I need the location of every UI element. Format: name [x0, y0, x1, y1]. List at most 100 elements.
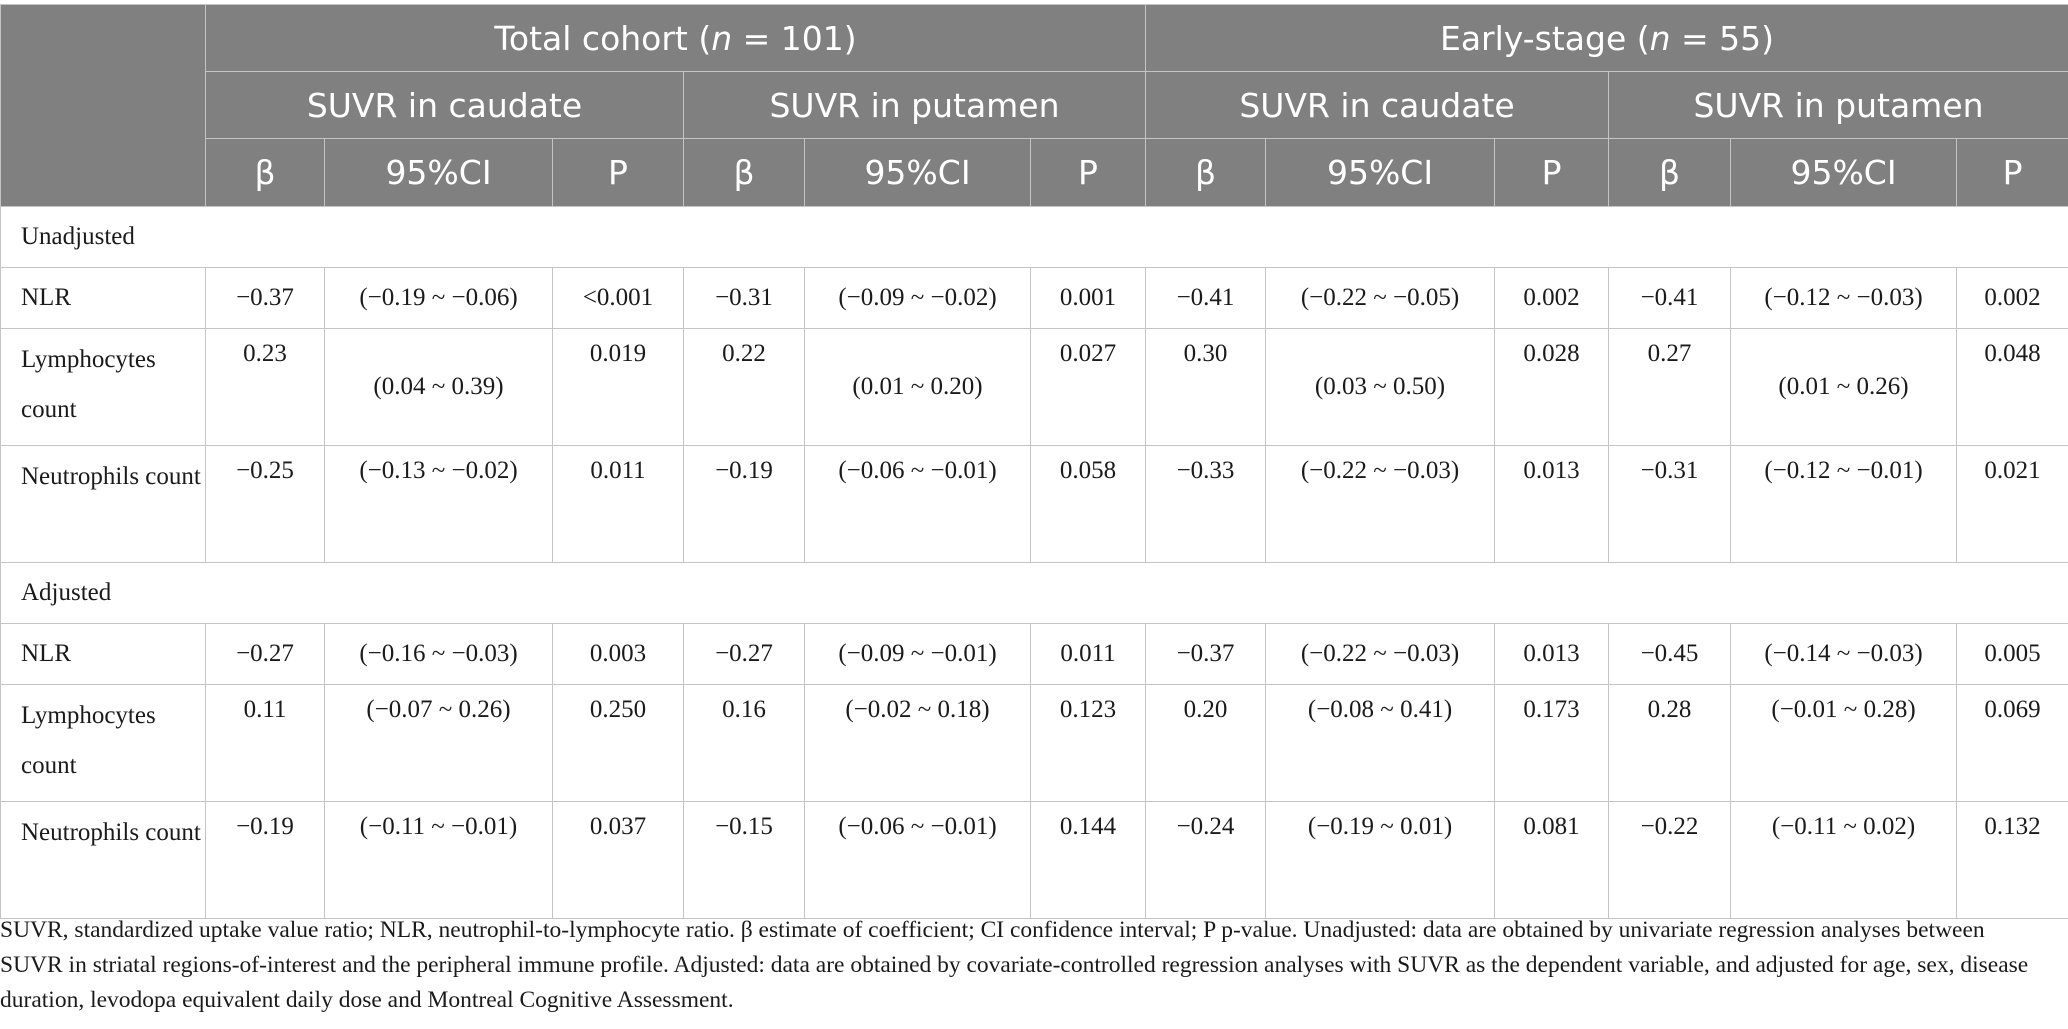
cell-p: 0.144: [1029, 801, 1147, 919]
cell-beta: −0.24: [1145, 801, 1267, 919]
cell-p: 0.132: [1956, 801, 2068, 919]
cell-beta: −0.27: [683, 623, 805, 685]
table-row: Neutrophils count −0.25 (−0.13 ~ −0.02) 0.0…: [0, 445, 2068, 563]
cell-p: 0.002: [1956, 267, 2068, 329]
stat-header-p: P: [1494, 138, 1610, 207]
cell-p: 0.027: [1029, 328, 1147, 446]
cell-ci: (−0.11 ~ −0.01): [324, 801, 553, 919]
stat-header-p: P: [1029, 138, 1147, 207]
cell-ci: (−0.16 ~ −0.03): [324, 623, 553, 685]
cell-ci: (0.04 ~ 0.39): [324, 328, 553, 446]
cell-beta: −0.41: [1145, 267, 1267, 329]
region-header: SUVR in caudate: [1145, 71, 1610, 139]
cell-p: 0.250: [552, 684, 684, 802]
cell-p: 0.005: [1956, 623, 2068, 685]
cell-ci: (−0.06 ~ −0.01): [804, 801, 1031, 919]
cell-beta: 0.16: [683, 684, 805, 802]
cell-p: 0.081: [1494, 801, 1610, 919]
cell-p: 0.021: [1956, 445, 2068, 563]
region-header: SUVR in caudate: [205, 71, 684, 139]
table-body: Unadjusted NLR −0.37 (−0.19 ~ −0.06) <0.001−…: [0, 206, 2068, 919]
cell-ci: (−0.08 ~ 0.41): [1265, 684, 1496, 802]
cell-beta: −0.37: [1145, 623, 1267, 685]
cell-p: 0.011: [1029, 623, 1147, 685]
section-row: Unadjusted: [0, 206, 2068, 268]
cell-beta: 0.22: [683, 328, 805, 446]
cell-beta: −0.33: [1145, 445, 1267, 563]
cell-ci: (−0.11 ~ 0.02): [1730, 801, 1958, 919]
cell-beta: −0.41: [1608, 267, 1732, 329]
table-row: NLR −0.27 (−0.16 ~ −0.03) 0.003 −0.27 (−0.09 …: [0, 623, 2068, 685]
cell-ci: (−0.09 ~ −0.02): [804, 267, 1031, 329]
table-footnote: SUVR, standardized uptake value ratio; N…: [0, 917, 2029, 1013]
cell-p: 0.019: [552, 328, 684, 446]
cell-beta: −0.25: [205, 445, 325, 563]
row-label: Neutrophils count: [0, 445, 206, 563]
row-label: NLR: [0, 267, 206, 329]
cell-ci: (0.03 ~ 0.50): [1265, 328, 1496, 446]
cell-beta: −0.31: [683, 267, 805, 329]
cell-beta: −0.31: [1608, 445, 1732, 563]
cell-ci: (−0.19 ~ −0.06): [324, 267, 553, 329]
cell-p: 0.058: [1029, 445, 1147, 563]
section-title: Adjusted: [0, 562, 2068, 624]
cell-ci: (−0.12 ~ −0.01): [1730, 445, 1958, 563]
cell-ci: (−0.13 ~ −0.02): [324, 445, 553, 563]
stat-header-p: P: [552, 138, 684, 207]
cell-ci: (−0.07 ~ 0.26): [324, 684, 553, 802]
table-row: Lymphocytes count 0.23 (0.04 ~ 0.39) 0.019 0…: [0, 328, 2068, 446]
region-header: SUVR in putamen: [1608, 71, 2068, 139]
cell-p: 0.011: [552, 445, 684, 563]
table-header: Total cohort (n = 101) Early-stage (n = …: [0, 4, 2068, 207]
cell-p: 0.037: [552, 801, 684, 919]
cell-ci: (−0.14 ~ −0.03): [1730, 623, 1958, 685]
cell-ci: (0.01 ~ 0.20): [804, 328, 1031, 446]
cell-beta: 0.28: [1608, 684, 1732, 802]
cell-p: 0.013: [1494, 445, 1610, 563]
table-row: Neutrophils count −0.19 (−0.11 ~ −0.01) 0.0…: [0, 801, 2068, 919]
cell-p: <0.001: [552, 267, 684, 329]
stat-header-beta: β: [1145, 138, 1267, 207]
table-row: Lymphocytes count 0.11 (−0.07 ~ 0.26) 0.250…: [0, 684, 2068, 802]
cell-p: 0.048: [1956, 328, 2068, 446]
cell-p: 0.028: [1494, 328, 1610, 446]
cell-beta: −0.27: [205, 623, 325, 685]
cell-p: 0.173: [1494, 684, 1610, 802]
group-header-early-stage: Early-stage (n = 55): [1145, 4, 2068, 72]
stat-header-ci: 95%CI: [1730, 138, 1958, 207]
cell-ci: (−0.22 ~ −0.03): [1265, 445, 1496, 563]
group-header-total-cohort: Total cohort (n = 101): [204, 4, 1147, 72]
stat-header-p: P: [1956, 138, 2068, 207]
stat-header-beta: β: [205, 138, 325, 207]
cell-ci: (−0.12 ~ −0.03): [1730, 267, 1958, 329]
cell-ci: (−0.02 ~ 0.18): [804, 684, 1031, 802]
cell-beta: −0.45: [1608, 623, 1732, 685]
row-label: Neutrophils count: [0, 801, 206, 919]
cell-p: 0.001: [1029, 267, 1147, 329]
cell-ci: (−0.01 ~ 0.28): [1730, 684, 1958, 802]
cell-p: 0.002: [1494, 267, 1610, 329]
cell-p: 0.069: [1956, 684, 2068, 802]
cell-beta: −0.37: [205, 267, 325, 329]
section-row: Adjusted: [0, 562, 2068, 624]
region-header: SUVR in putamen: [682, 71, 1147, 139]
row-label: Lymphocytes count: [0, 684, 206, 802]
cell-beta: −0.22: [1608, 801, 1732, 919]
stat-header-ci: 95%CI: [1265, 138, 1496, 207]
cell-ci: (−0.22 ~ −0.03): [1265, 623, 1496, 685]
cell-beta: −0.19: [205, 801, 325, 919]
header-corner: [0, 4, 206, 207]
cell-beta: −0.15: [683, 801, 805, 919]
cell-ci: (−0.19 ~ 0.01): [1265, 801, 1496, 919]
cell-ci: (−0.06 ~ −0.01): [804, 445, 1031, 563]
cell-ci: (−0.22 ~ −0.05): [1265, 267, 1496, 329]
cell-beta: 0.30: [1145, 328, 1267, 446]
cell-p: 0.013: [1494, 623, 1610, 685]
cell-ci: (−0.09 ~ −0.01): [804, 623, 1031, 685]
cell-beta: 0.27: [1608, 328, 1732, 446]
cell-beta: 0.11: [205, 684, 325, 802]
regression-table: Total cohort (n = 101) Early-stage (n = …: [0, 4, 2068, 919]
cell-p: 0.123: [1029, 684, 1147, 802]
row-label: NLR: [0, 623, 206, 685]
cell-beta: −0.19: [683, 445, 805, 563]
